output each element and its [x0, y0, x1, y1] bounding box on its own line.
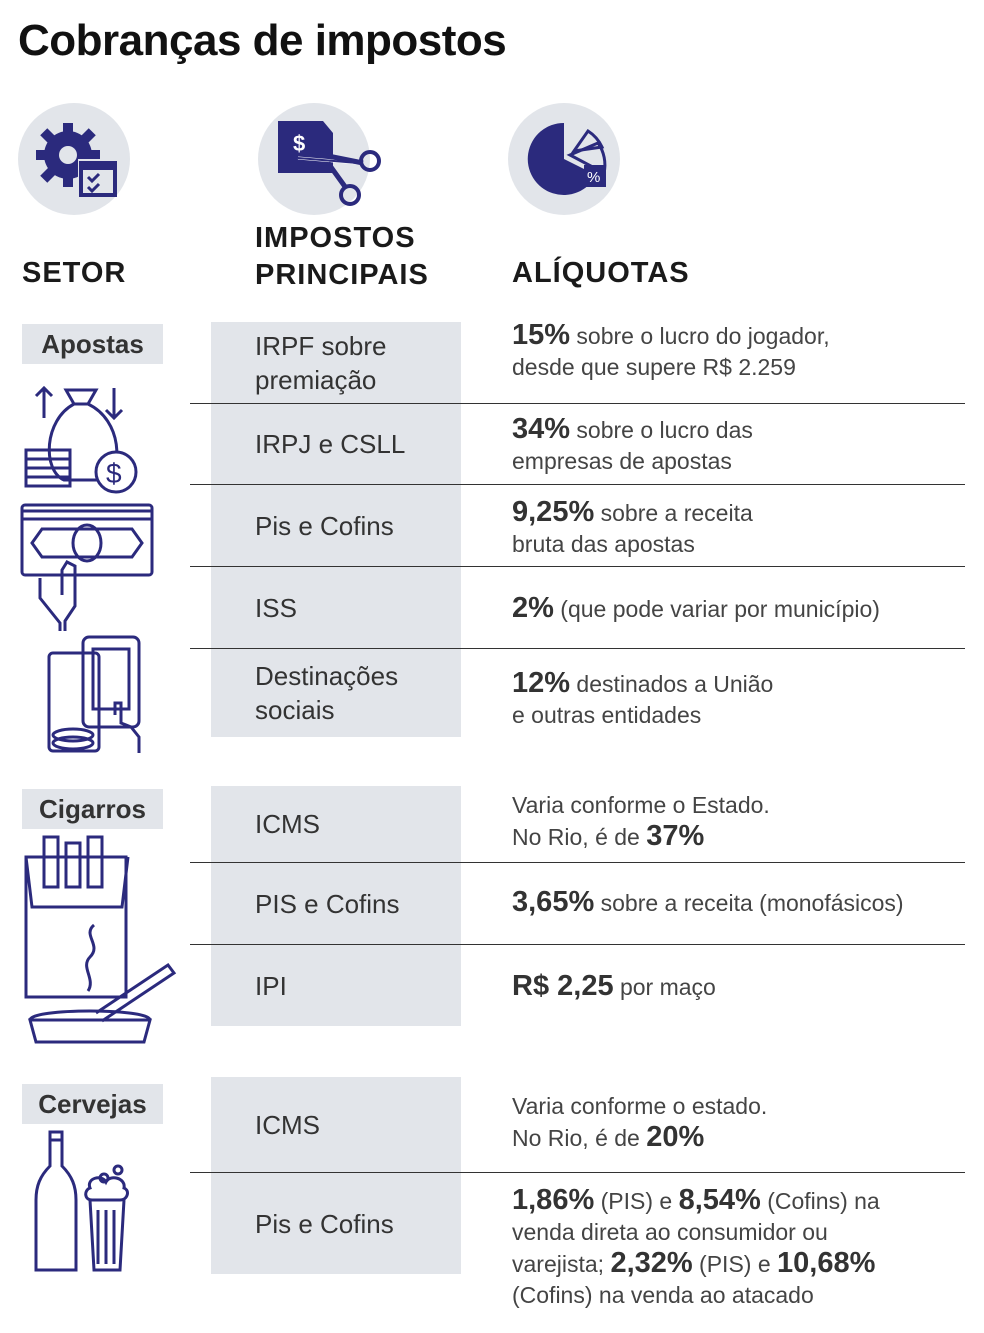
- row-separator: [190, 862, 965, 863]
- beer-bottle-glass-icon: [34, 1130, 129, 1272]
- tax-cell: IRPF sobre premiação: [211, 322, 461, 403]
- tax-cell: IPI: [211, 945, 461, 1026]
- tax-cell: Pis e Cofins: [211, 485, 461, 566]
- row-separator: [190, 1172, 965, 1173]
- row-separator: [190, 566, 965, 567]
- pie-chart-percent-icon: %: [527, 122, 607, 195]
- impostos-icon-circle: $: [258, 103, 381, 215]
- rate-cell: R$ 2,25 por maço: [512, 970, 716, 1002]
- row-separator: [190, 944, 965, 945]
- sector-label-cervejas: Cervejas: [22, 1084, 163, 1124]
- row-separator: [190, 648, 965, 649]
- sector-label-cigarros: Cigarros: [22, 789, 163, 829]
- sector-label-apostas: Apostas: [22, 324, 163, 364]
- tax-cell: ICMS: [211, 786, 461, 862]
- tax-cell: Destinações sociais: [211, 649, 461, 737]
- header-impostos-line1: IMPOSTOS: [255, 222, 416, 254]
- tax-cell: PIS e Cofins: [211, 863, 461, 944]
- rate-cell: 3,65% sobre a receita (monofásicos): [512, 886, 904, 918]
- setor-icon-circle: [18, 103, 130, 215]
- cigarette-pack-ashtray-icon: [24, 835, 177, 1044]
- tax-cell: ICMS: [211, 1077, 461, 1172]
- rate-cell: 34% sobre o lucro das empresas de aposta…: [512, 413, 753, 475]
- rate-cell: 1,86% (PIS) e 8,54% (Cofins) na venda di…: [512, 1184, 880, 1309]
- row-separator: [190, 403, 965, 404]
- row-separator: [190, 484, 965, 485]
- aliquotas-icon-circle: %: [508, 103, 620, 215]
- tax-cell: IRPJ e CSLL: [211, 404, 461, 484]
- header-aliquotas: ALÍQUOTAS: [512, 257, 690, 289]
- rate-cell: 9,25% sobre a receita bruta das apostas: [512, 496, 753, 558]
- rate-cell: 2% (que pode variar por município): [512, 592, 880, 624]
- gear-checklist-icon: [36, 123, 117, 197]
- money-bag-icon: $: [24, 385, 138, 494]
- page-title: Cobranças de impostos: [18, 16, 507, 65]
- svg-text:$: $: [293, 131, 305, 156]
- cash-hand-icon: [20, 503, 154, 631]
- cutting-dollar-bill-icon: $: [278, 121, 381, 206]
- header-setor: SETOR: [22, 257, 127, 289]
- svg-text:%: %: [587, 169, 600, 186]
- rate-cell: Varia conforme o estado. No Rio, é de 20…: [512, 1093, 768, 1153]
- phone-coins-icon: [47, 635, 141, 753]
- tax-cell: ISS: [211, 567, 461, 648]
- rate-cell: 12% destinados a União e outras entidade…: [512, 667, 774, 729]
- rate-cell: 15% sobre o lucro do jogador, desde que …: [512, 319, 830, 381]
- tax-cell: Pis e Cofins: [211, 1173, 461, 1274]
- rate-cell: Varia conforme o Estado. No Rio, é de 37…: [512, 792, 770, 852]
- svg-text:$: $: [106, 458, 122, 489]
- header-impostos-line2: PRINCIPAIS: [255, 259, 429, 291]
